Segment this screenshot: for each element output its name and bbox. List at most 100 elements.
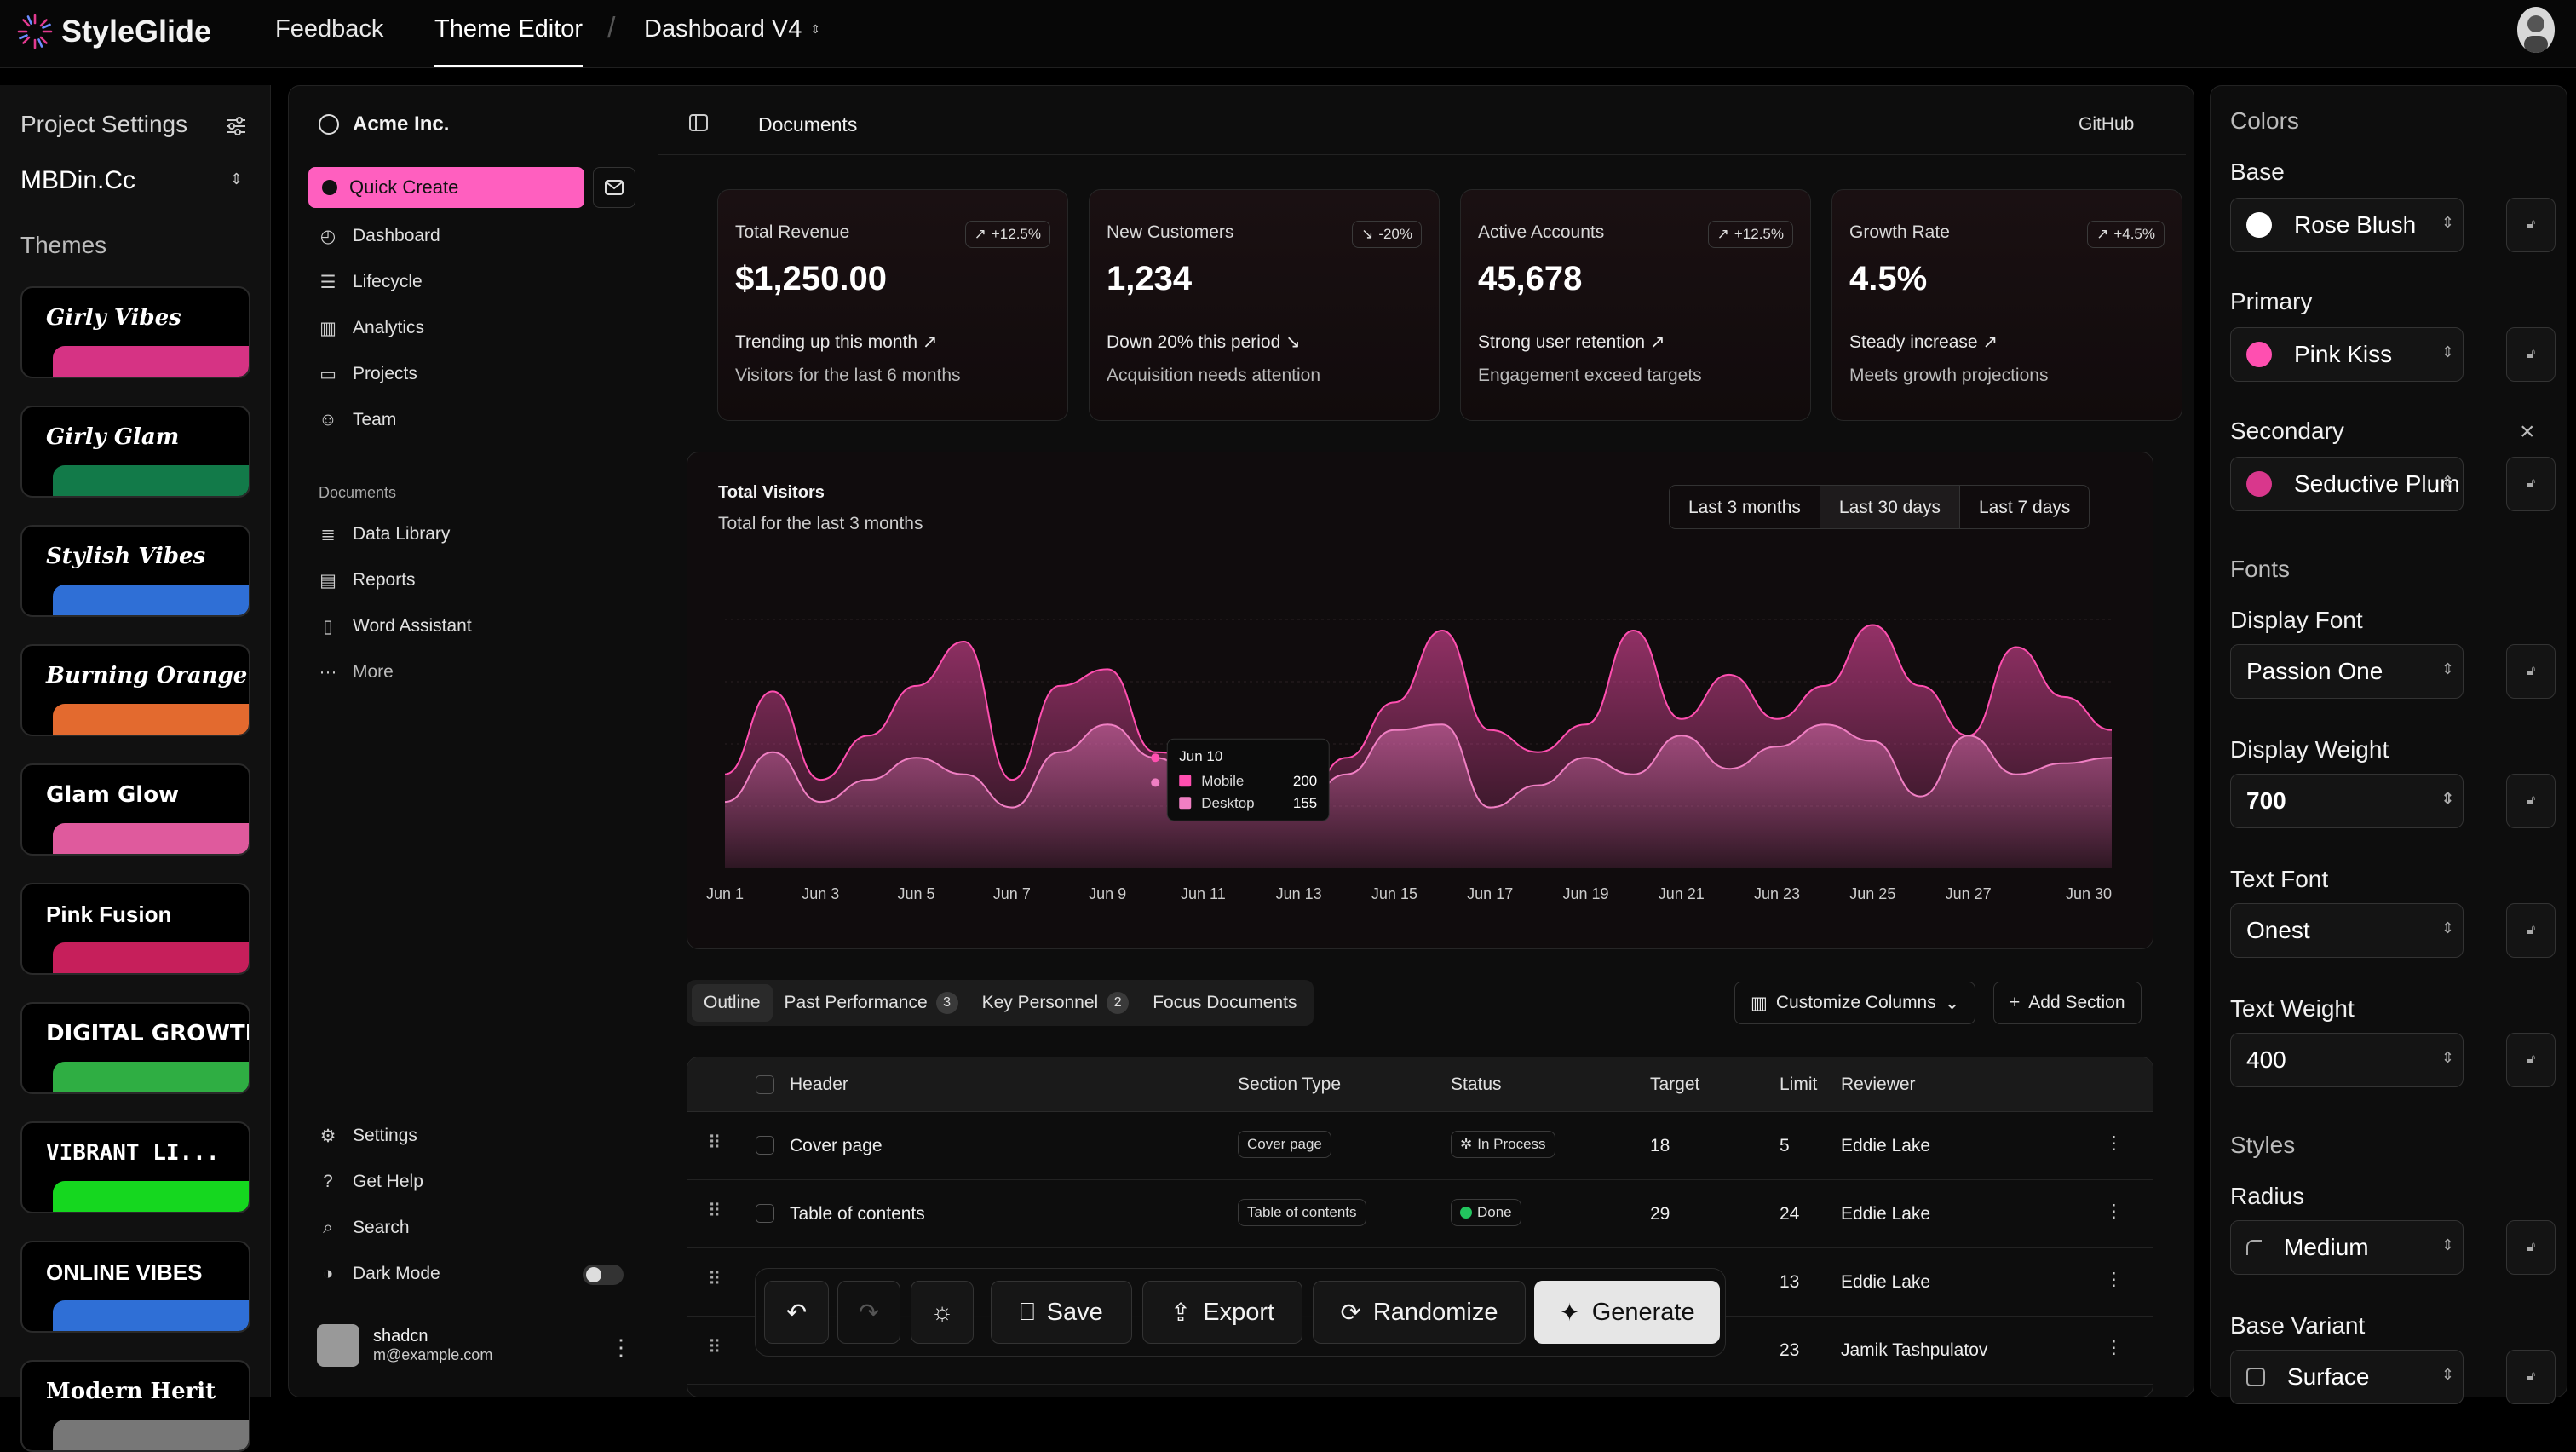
select-all-checkbox[interactable] <box>756 1075 774 1094</box>
target-value[interactable]: 29 <box>1650 1204 1670 1224</box>
user-profile[interactable]: shadcn m@example.com <box>317 1324 492 1367</box>
text-weight-select[interactable]: 400 ⇕ <box>2230 1033 2464 1087</box>
theme-card[interactable]: VIBRANT LI... <box>20 1121 250 1213</box>
text-weight-lock-button[interactable]: 🔓︎ <box>2506 1033 2556 1087</box>
display-weight-lock-button[interactable]: 🔓︎ <box>2506 774 2556 828</box>
row-menu-icon[interactable]: ⋮ <box>2105 1338 2123 1357</box>
column-header[interactable]: Reviewer <box>1841 1075 1916 1094</box>
export-button[interactable]: ⇪ Export <box>1142 1281 1302 1344</box>
display-font-lock-button[interactable]: 🔓︎ <box>2506 644 2556 699</box>
sliders-icon[interactable] <box>225 116 247 136</box>
row-checkbox[interactable] <box>756 1204 774 1223</box>
radius-select[interactable]: Medium ⇕ <box>2230 1220 2464 1275</box>
dashboard-selector[interactable]: Dashboard V4 ⇕ <box>644 15 820 43</box>
row-header[interactable]: Cover page <box>790 1136 883 1155</box>
theme-card[interactable]: Pink Fusion <box>20 883 250 975</box>
text-font-select[interactable]: Onest ⇕ <box>2230 903 2464 958</box>
primary-color-select[interactable]: Pink Kiss ⇕ <box>2230 327 2464 382</box>
limit-value[interactable]: 24 <box>1780 1204 1800 1224</box>
add-section-button[interactable]: + Add Section <box>1993 982 2142 1024</box>
reviewer-value[interactable]: Eddie Lake <box>1841 1204 1931 1224</box>
theme-card[interactable]: Girly Vibes <box>20 286 250 378</box>
theme-card[interactable]: ONLINE VIBES <box>20 1241 250 1333</box>
sidebar-item-get-help[interactable]: ? Get Help <box>319 1172 423 1192</box>
reviewer-value[interactable]: Eddie Lake <box>1841 1272 1931 1292</box>
display-font-select[interactable]: Passion One ⇕ <box>2230 644 2464 699</box>
nav-theme-editor[interactable]: Theme Editor <box>434 15 584 67</box>
sidebar-item-reports[interactable]: ▤ Reports <box>319 570 415 591</box>
undo-button[interactable]: ↶ <box>764 1281 829 1344</box>
display-weight-select[interactable]: 700 ⇕ <box>2230 774 2464 828</box>
limit-value[interactable]: 5 <box>1780 1136 1790 1155</box>
base-variant-lock-button[interactable]: 🔓︎ <box>2506 1350 2556 1404</box>
text-font-lock-button[interactable]: 🔓︎ <box>2506 903 2556 958</box>
range-last-7-days[interactable]: Last 7 days <box>1979 498 2071 517</box>
redo-button[interactable]: ↷ <box>837 1281 900 1344</box>
sidebar-item-word-assistant[interactable]: ▯ Word Assistant <box>319 616 471 637</box>
tab-outline[interactable]: Outline <box>692 984 773 1022</box>
reviewer-value[interactable]: Eddie Lake <box>1841 1136 1931 1155</box>
drag-handle-icon[interactable]: ⠿ <box>708 1133 722 1153</box>
inbox-button[interactable] <box>593 167 635 208</box>
sidebar-item-more[interactable]: ··· More <box>319 662 394 683</box>
randomize-button[interactable]: ⟳ Randomize <box>1313 1281 1526 1344</box>
row-menu-icon[interactable]: ⋮ <box>2105 1133 2123 1153</box>
sidebar-item-analytics[interactable]: ▥ Analytics <box>319 318 424 338</box>
range-last-3-months[interactable]: Last 3 months <box>1670 486 1820 528</box>
column-header[interactable]: Status <box>1451 1075 1502 1094</box>
row-menu-icon[interactable]: ⋮ <box>2105 1201 2123 1221</box>
drag-handle-icon[interactable]: ⠿ <box>708 1201 722 1221</box>
generate-button[interactable]: ✦ Generate <box>1534 1281 1720 1344</box>
quick-create-button[interactable]: Quick Create <box>308 167 584 208</box>
sidebar-item-settings[interactable]: ⚙ Settings <box>319 1126 417 1146</box>
row-checkbox[interactable] <box>756 1136 774 1155</box>
range-last-30-days[interactable]: Last 30 days <box>1820 486 1960 528</box>
table-row[interactable]: ⠿ Cover page Cover page ✲ In Process 18 5 Eddie… <box>687 1112 2153 1180</box>
column-header[interactable]: Target <box>1650 1075 1700 1094</box>
primary-lock-button[interactable]: 🔓︎ <box>2506 327 2556 382</box>
theme-card[interactable]: Glam Glow <box>20 763 250 856</box>
base-color-select[interactable]: Rose Blush ⇕ <box>2230 198 2464 252</box>
drag-handle-icon[interactable]: ⠿ <box>708 1270 722 1289</box>
row-menu-icon[interactable]: ⋮ <box>2105 1270 2123 1289</box>
sidebar-item-projects[interactable]: ▭ Projects <box>319 364 417 384</box>
row-header[interactable]: Table of contents <box>790 1204 925 1224</box>
sidebar-item-data-library[interactable]: ≣ Data Library <box>319 524 450 544</box>
base-lock-button[interactable]: 🔓︎ <box>2506 198 2556 252</box>
tab-past-performance[interactable]: Past Performance 3 <box>773 984 970 1022</box>
dark-mode-toggle[interactable] <box>583 1265 624 1285</box>
limit-value[interactable]: 13 <box>1780 1272 1800 1292</box>
close-icon[interactable]: × <box>2520 418 2535 446</box>
base-variant-select[interactable]: Surface ⇕ <box>2230 1350 2464 1404</box>
secondary-color-select[interactable]: Seductive Plum ⇕ <box>2230 457 2464 511</box>
column-header[interactable]: Section Type <box>1238 1075 1342 1094</box>
theme-card[interactable]: Modern Herit <box>20 1360 250 1452</box>
tab-key-personnel[interactable]: Key Personnel 2 <box>970 984 1141 1022</box>
sidebar-item-dashboard[interactable]: ◴ Dashboard <box>319 226 440 246</box>
reviewer-value[interactable]: Jamik Tashpulatov <box>1841 1340 1988 1360</box>
theme-card[interactable]: DIGITAL GROWTH <box>20 1002 250 1094</box>
chevron-up-down-icon[interactable]: ⇕ <box>230 170 244 187</box>
sidebar-item-team[interactable]: ☺ Team <box>319 410 396 430</box>
limit-value[interactable]: 23 <box>1780 1340 1800 1360</box>
sidebar-item-search[interactable]: ⌕ Search <box>319 1218 409 1238</box>
secondary-lock-button[interactable]: 🔓︎ <box>2506 457 2556 511</box>
drag-handle-icon[interactable]: ⠿ <box>708 1338 722 1357</box>
table-row[interactable]: ⠿ 23 Jamik Tashpulatov ⋮ <box>687 1317 2153 1385</box>
table-row[interactable]: ⠿ Table of contents Table of contents Done 2… <box>687 1180 2153 1248</box>
column-header[interactable]: Limit <box>1780 1075 1818 1094</box>
theme-card[interactable]: Burning Orange <box>20 644 250 736</box>
save-button[interactable]: ⎕ Save <box>991 1281 1132 1344</box>
radius-lock-button[interactable]: 🔓︎ <box>2506 1220 2556 1275</box>
column-header[interactable]: Header <box>790 1075 848 1094</box>
sidebar-item-lifecycle[interactable]: ☰ Lifecycle <box>319 272 423 292</box>
nav-feedback[interactable]: Feedback <box>275 15 384 43</box>
user-avatar[interactable] <box>2517 7 2555 53</box>
project-selector[interactable]: MBDin.Cc <box>20 166 136 194</box>
target-value[interactable]: 18 <box>1650 1136 1670 1155</box>
sidebar-toggle-icon[interactable] <box>688 112 709 133</box>
github-link[interactable]: GitHub <box>2079 114 2135 134</box>
theme-card[interactable]: Stylish Vibes <box>20 525 250 617</box>
theme-card[interactable]: Girly Glam <box>20 406 250 498</box>
tab-focus-documents[interactable]: Focus Documents <box>1141 984 1308 1022</box>
